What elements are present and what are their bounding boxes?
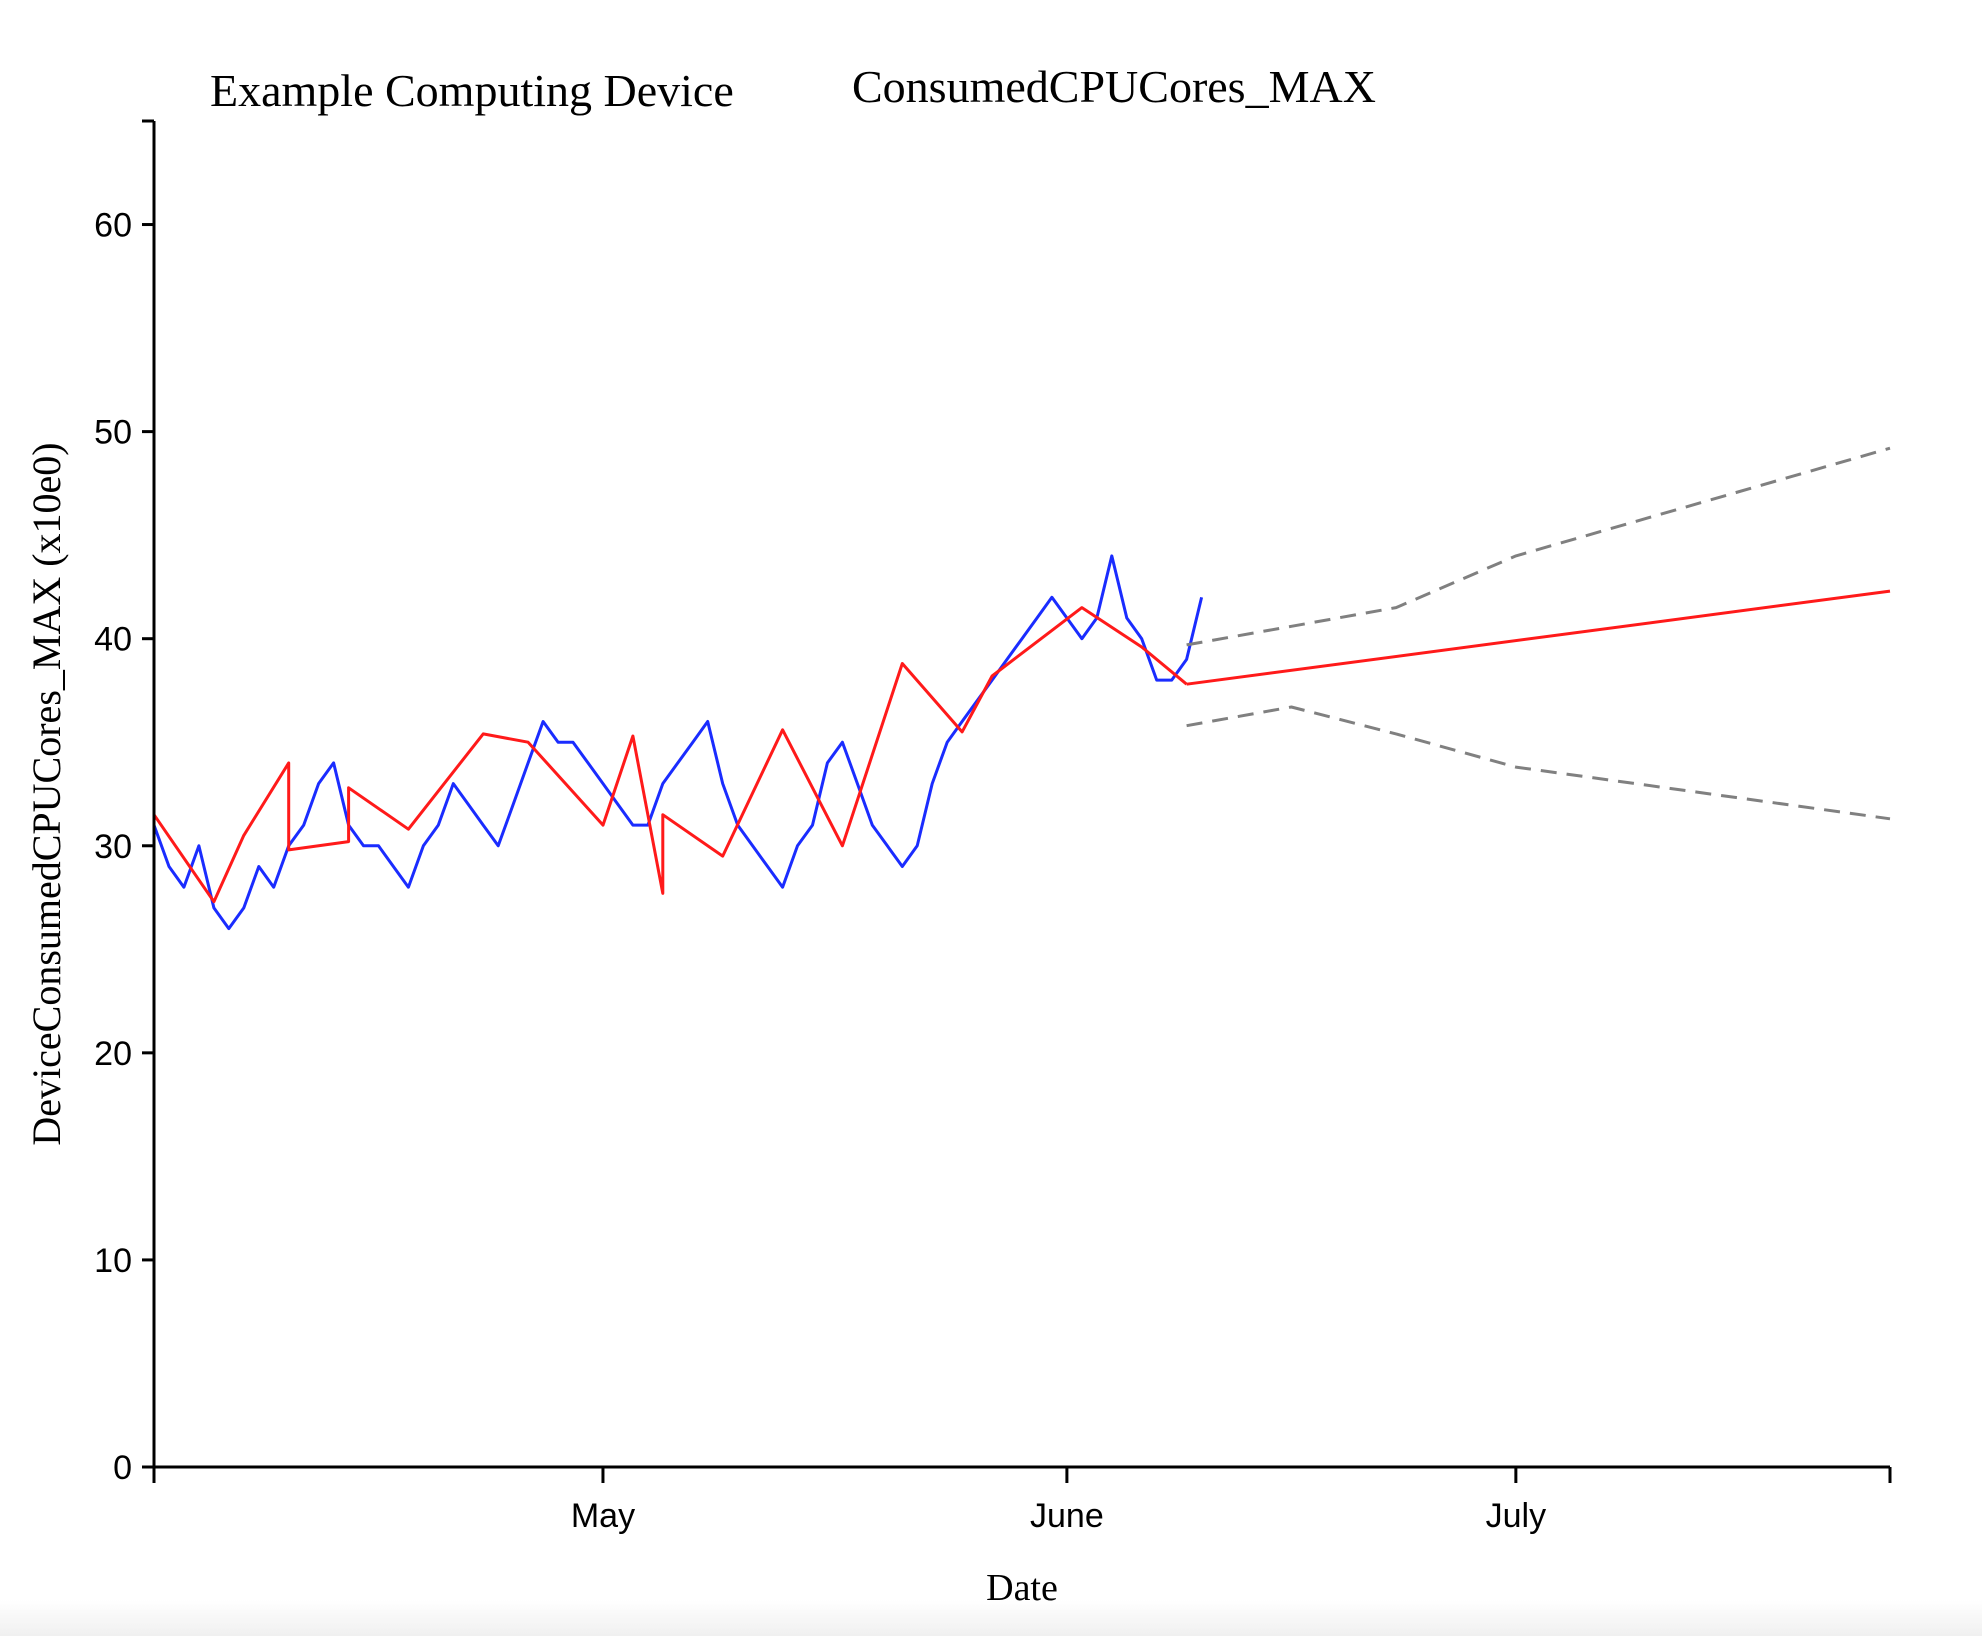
y-tick-label: 10 — [94, 1242, 132, 1280]
x-tick-label: May — [571, 1497, 635, 1535]
y-tick-label: 60 — [94, 207, 132, 245]
y-tick-label: 50 — [94, 414, 132, 452]
observed-series-line — [152, 554, 1204, 931]
trend-series-line — [152, 606, 1188, 904]
y-tick-label: 20 — [94, 1035, 132, 1073]
y-axis-label: DeviceConsumedCPUCores_MAX (x10e0) — [24, 442, 69, 1145]
lower-bound-series-line — [1186, 705, 1891, 821]
x-axis-ticks: May June July — [152, 1467, 1892, 1535]
series-layer — [152, 446, 1891, 931]
chart-title-device: Example Computing Device — [210, 65, 734, 116]
forecast-series-line — [1186, 589, 1891, 686]
x-tick-label: July — [1486, 1497, 1546, 1535]
x-tick-label: June — [1030, 1497, 1104, 1535]
bottom-fade — [0, 1600, 1982, 1636]
y-tick-label: 0 — [113, 1449, 132, 1487]
chart-title-metric: ConsumedCPUCores_MAX — [852, 61, 1376, 112]
y-tick-label: 30 — [94, 828, 132, 866]
upper-bound-series-line — [1186, 446, 1891, 647]
y-tick-label: 40 — [94, 621, 132, 659]
y-axis-ticks: 0 10 20 30 40 50 60 — [94, 207, 154, 1487]
